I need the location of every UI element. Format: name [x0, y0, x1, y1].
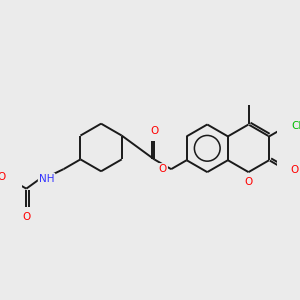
Text: NH: NH: [39, 174, 54, 184]
Text: O: O: [22, 212, 30, 223]
Text: O: O: [290, 165, 298, 175]
Text: O: O: [0, 172, 6, 182]
Text: O: O: [159, 164, 167, 174]
Text: O: O: [244, 177, 253, 187]
Text: Cl: Cl: [292, 121, 300, 131]
Text: O: O: [150, 126, 158, 136]
